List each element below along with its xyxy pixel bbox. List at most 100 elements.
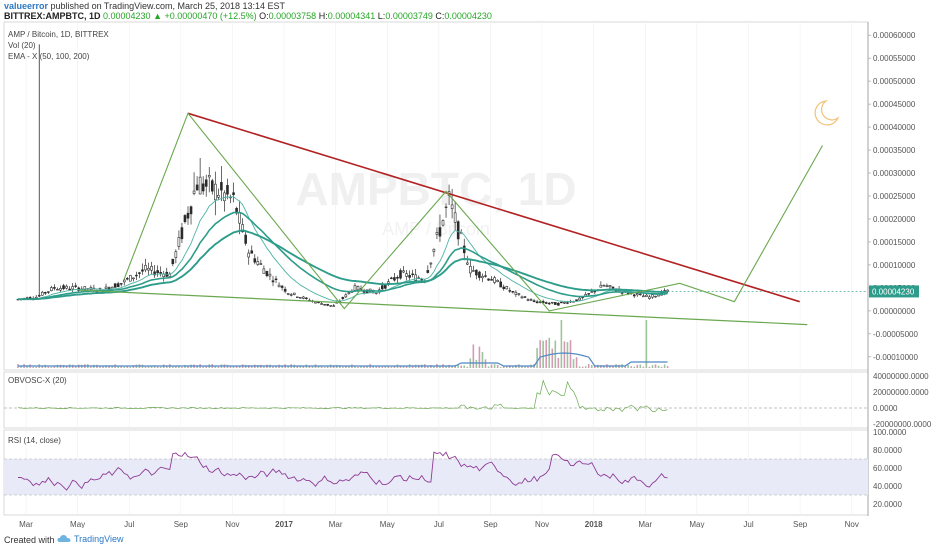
candle-body — [438, 227, 442, 237]
rsi-line — [17, 451, 668, 491]
x-tick-label: Nov — [535, 520, 549, 529]
downtrend-line — [187, 112, 800, 303]
volume-bar — [50, 366, 53, 368]
volume-bar — [636, 364, 639, 368]
volume-bar — [229, 366, 232, 368]
volume-bar — [342, 366, 344, 368]
candle-body — [50, 287, 53, 291]
volume-bar — [548, 337, 551, 368]
candle-body — [505, 286, 509, 290]
volume-bar — [487, 366, 490, 368]
volume-bar — [439, 365, 441, 368]
candle-body — [329, 305, 332, 307]
y-tick-label: 0.00035000 — [873, 146, 916, 155]
volume-bar — [281, 366, 283, 368]
candle-body — [40, 291, 44, 296]
candle-body — [414, 274, 417, 281]
volume-bar — [181, 366, 183, 368]
candle-body — [162, 273, 166, 277]
candle-body — [283, 288, 287, 292]
candle-body — [192, 190, 196, 194]
candle-body — [214, 183, 217, 201]
volume-bar — [299, 365, 302, 368]
volume-bar — [542, 340, 544, 368]
candle-body — [62, 285, 65, 290]
volume-bar — [612, 365, 614, 368]
ema-200-line — [18, 229, 668, 301]
moon-icon — [814, 100, 840, 126]
volume-bar — [159, 366, 162, 368]
volume-bar — [311, 366, 314, 368]
volume-bar — [153, 365, 156, 368]
x-tick-label: Mar — [19, 520, 33, 529]
volume-bar — [508, 365, 511, 368]
volume-bar — [338, 365, 341, 368]
y-tick-label: 0.00000000 — [873, 307, 916, 316]
candle-body — [241, 224, 244, 233]
volume-bar — [47, 366, 50, 368]
volume-bar — [666, 366, 669, 368]
candle-body — [302, 296, 305, 299]
volume-bar — [147, 365, 150, 368]
volume-bar — [332, 365, 335, 368]
ema-100-line — [18, 211, 668, 300]
candle-body — [554, 302, 557, 305]
candle-body — [44, 291, 47, 294]
published-text: published on TradingView.com, March 25, … — [50, 1, 286, 11]
tradingview-brand[interactable]: TradingView — [74, 534, 124, 544]
y-tick-label: 0.00045000 — [873, 100, 916, 109]
price-tag-text: 0.00004230 — [872, 287, 915, 296]
volume-bar — [427, 366, 429, 368]
legend-ema: EMA - X (50, 100, 200) — [8, 52, 90, 61]
volume-bar — [372, 366, 374, 368]
candle-body — [472, 270, 475, 272]
volume-bar — [354, 366, 356, 368]
volume-bar — [624, 366, 626, 368]
volume-bar — [524, 366, 526, 368]
symbol-label: BITTREX:AMPBTC, 1D — [4, 11, 101, 21]
volume-bar — [648, 366, 651, 368]
volume-bar — [287, 366, 289, 368]
x-tick-label: Jul — [124, 520, 134, 529]
candle-body — [256, 261, 260, 265]
low-label: L: — [377, 11, 386, 21]
candle-body — [575, 299, 578, 302]
candle-body — [611, 286, 615, 289]
x-tick-label: May — [70, 520, 85, 529]
candle-body — [305, 297, 308, 299]
candle-body — [183, 215, 187, 223]
open-label: O: — [259, 11, 269, 21]
candle-body — [645, 294, 648, 297]
volume-bar — [527, 365, 529, 368]
obv-y-tick-label: 0.0000 — [873, 404, 898, 413]
candle-body — [648, 296, 651, 299]
publish-line: valueerror published on TradingView.com,… — [4, 1, 285, 11]
volume-bar — [108, 365, 110, 368]
candle-body — [150, 266, 153, 271]
candle-body — [326, 303, 329, 306]
x-tick-label: 2017 — [275, 520, 293, 529]
author-link[interactable]: valueerror — [4, 1, 49, 11]
volume-bar — [660, 366, 663, 368]
rsi-panel-label: RSI (14, close) — [8, 436, 61, 445]
volume-bar — [263, 366, 265, 368]
candle-body — [156, 270, 159, 274]
volume-bar — [630, 366, 633, 368]
candle-body — [144, 264, 147, 271]
candle-body — [550, 301, 554, 304]
volume-bar — [651, 365, 654, 368]
candle-body — [153, 271, 156, 276]
candle-body — [408, 275, 411, 278]
volume-bar — [187, 366, 189, 368]
volume-bar — [539, 340, 541, 368]
candle-body — [508, 290, 512, 292]
candle-body — [654, 295, 657, 298]
candle-body — [122, 279, 126, 283]
volume-bar — [472, 344, 475, 368]
y-tick-label: 0.00015000 — [873, 238, 916, 247]
y-tick-label: 0.00050000 — [873, 77, 916, 86]
candle-body — [286, 293, 290, 295]
created-with-text: Created with — [4, 535, 55, 545]
candle-body — [174, 251, 178, 258]
